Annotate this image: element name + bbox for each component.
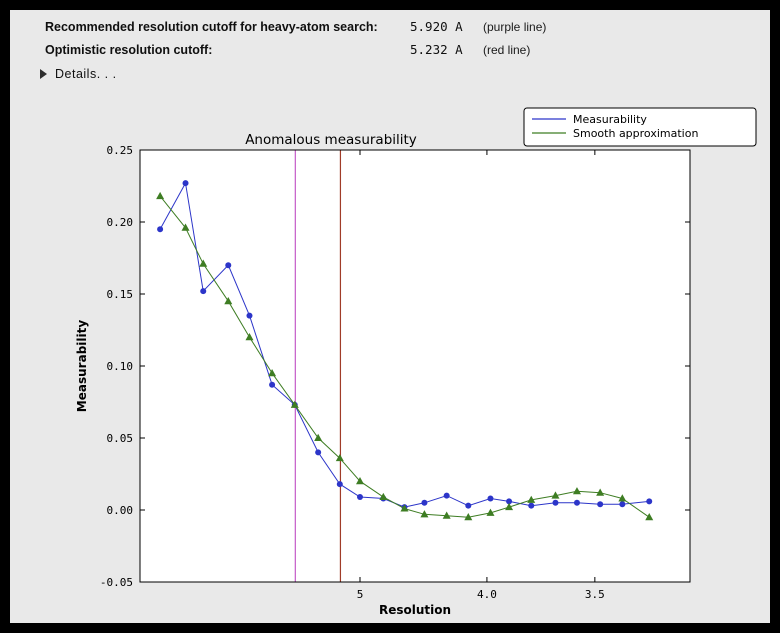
recommended-cutoff-label: Recommended resolution cutoff for heavy-… — [45, 20, 378, 34]
summary-panel: Recommended resolution cutoff for heavy-… — [10, 10, 770, 623]
y-tick-label: 0.20 — [107, 216, 134, 229]
legend-entry-label: Smooth approximation — [573, 127, 698, 140]
optimistic-cutoff-label: Optimistic resolution cutoff: — [45, 43, 213, 57]
legend-entry-label: Measurability — [573, 113, 647, 126]
y-tick-label: 0.05 — [107, 432, 134, 445]
recommended-cutoff-value: 5.920 A — [410, 19, 463, 34]
x-tick-label: 3.5 — [585, 588, 605, 601]
y-tick-label: 0.00 — [107, 504, 134, 517]
series-smooth-approximation — [156, 191, 654, 521]
details-expander[interactable]: Details. . . — [40, 67, 117, 81]
plot-background — [140, 150, 690, 582]
legend-box — [523, 107, 757, 147]
optimistic-cutoff-note: (red line) — [483, 43, 531, 57]
recommended-cutoff-row: Recommended resolution cutoff for heavy-… — [45, 19, 546, 34]
y-axis-label: Measurability — [75, 320, 89, 413]
details-label: Details. . . — [55, 67, 117, 81]
y-tick-label: 0.15 — [107, 288, 134, 301]
chart-title: Anomalous measurability — [245, 132, 417, 148]
triangle-right-icon — [40, 69, 47, 79]
anomalous-measurability-chart: -0.05 0.00 0.05 0.10 0.15 0.20 0.25 5 4.0 3.5 Anom… — [75, 107, 757, 617]
x-tick-label: 4.0 — [477, 588, 497, 601]
y-tick-label: 0.10 — [107, 360, 134, 373]
optimistic-cutoff-value: 5.232 A — [410, 42, 463, 57]
optimistic-cutoff-row: Optimistic resolution cutoff: 5.232 A (r… — [45, 42, 530, 57]
x-axis-label: Resolution — [379, 603, 451, 617]
x-tick-label: 5 — [357, 588, 364, 601]
recommended-cutoff-note: (purple line) — [483, 20, 547, 34]
y-tick-label: 0.25 — [107, 144, 134, 157]
y-tick-label: -0.05 — [100, 576, 133, 589]
